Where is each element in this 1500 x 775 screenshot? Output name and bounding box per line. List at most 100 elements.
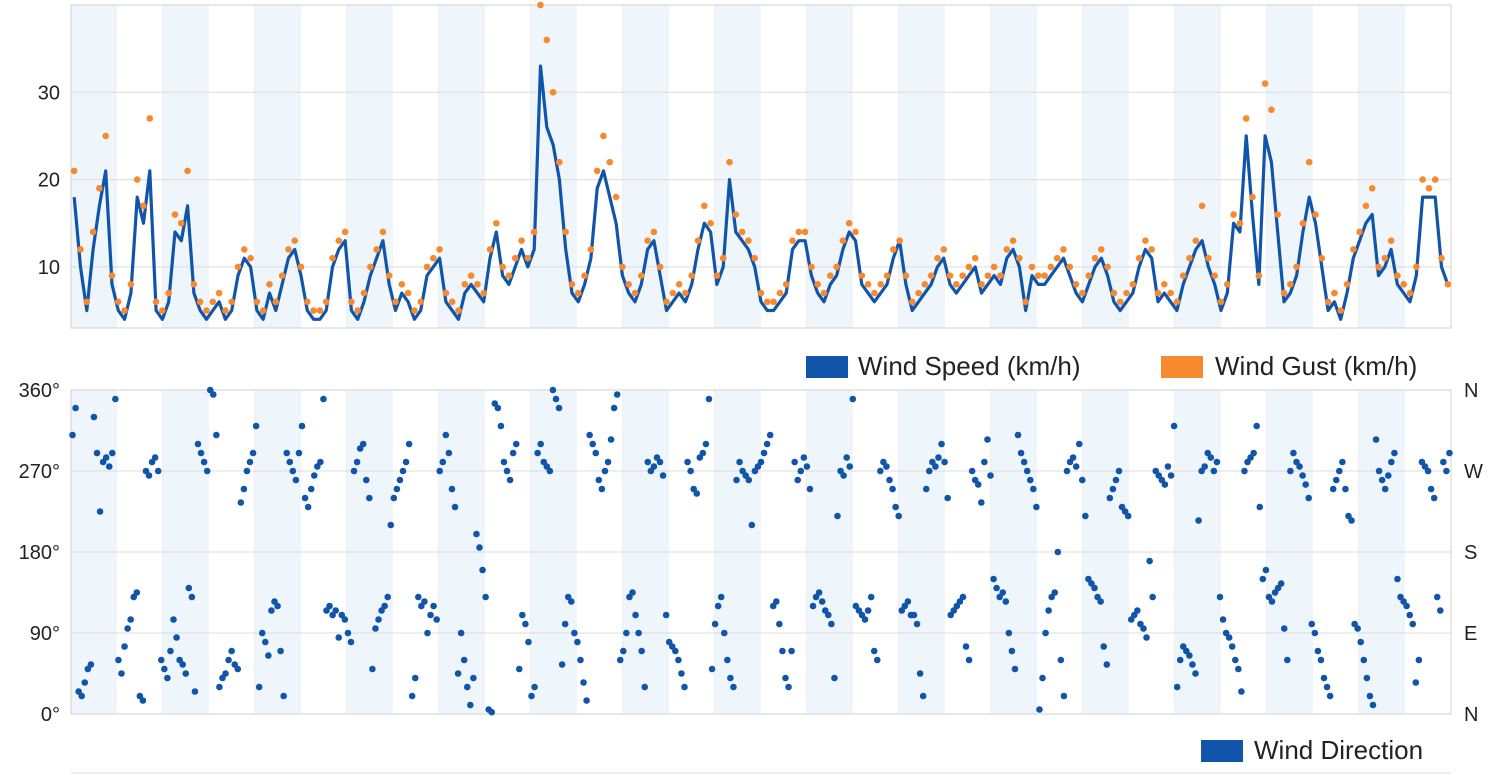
wind-gust-point bbox=[801, 228, 809, 236]
direction-compass-label: N bbox=[1464, 704, 1478, 726]
wind-direction-point bbox=[1173, 683, 1181, 691]
wind-gust-point bbox=[1060, 246, 1067, 253]
direction-compass-label: W bbox=[1464, 461, 1483, 483]
wind-direction-point bbox=[1369, 701, 1377, 709]
wind-direction-point bbox=[791, 458, 798, 466]
wind-direction-point bbox=[1409, 620, 1417, 628]
wind-gust-point bbox=[770, 298, 777, 306]
wind-gust-point bbox=[367, 263, 374, 271]
wind-direction-point bbox=[1149, 593, 1156, 601]
wind-direction-point bbox=[638, 647, 645, 655]
wind-gust-point bbox=[518, 237, 525, 245]
wind-gust-point bbox=[946, 272, 954, 279]
wind-gust-point bbox=[1129, 281, 1137, 288]
wind-gust-point bbox=[606, 158, 614, 166]
wind-gust-point bbox=[304, 298, 311, 306]
wind-direction-point bbox=[335, 634, 343, 641]
wind-direction-point bbox=[809, 602, 817, 610]
wind-direction-point bbox=[1189, 661, 1196, 668]
wind-direction-point bbox=[1045, 607, 1052, 614]
wind-direction-point bbox=[1069, 454, 1077, 461]
wind-direction-point bbox=[399, 467, 407, 475]
wind-direction-point bbox=[635, 629, 642, 637]
wind-direction-point bbox=[601, 467, 609, 475]
wind-gust-point bbox=[373, 246, 380, 253]
wind-gust-point bbox=[348, 298, 355, 306]
wind-direction-point bbox=[246, 458, 254, 466]
wind-direction-point bbox=[353, 458, 361, 466]
wind-gust-point bbox=[1160, 281, 1168, 288]
wind-direction-point bbox=[763, 440, 771, 448]
wind-gust-point bbox=[940, 246, 948, 253]
wind-direction-point bbox=[736, 458, 743, 466]
wind-direction-point bbox=[277, 647, 284, 655]
wind-direction-point bbox=[262, 638, 269, 646]
wind-direction-point bbox=[1106, 494, 1114, 502]
wind-gust-point bbox=[171, 211, 179, 218]
wind-direction-point bbox=[1415, 656, 1423, 664]
wind-gust-point bbox=[417, 298, 425, 306]
wind-direction-point bbox=[479, 566, 486, 574]
wind-gust-point bbox=[480, 289, 488, 297]
wind-direction-point bbox=[411, 674, 419, 682]
wind-direction-point bbox=[515, 665, 523, 673]
wind-gust-point bbox=[133, 176, 141, 183]
wind-gust-point bbox=[953, 281, 960, 288]
wind-gust-point bbox=[1431, 176, 1439, 183]
wind-direction-point bbox=[788, 647, 795, 655]
wind-direction-point bbox=[1036, 706, 1043, 713]
wind-direction-point bbox=[693, 490, 701, 497]
wind-gust-point bbox=[682, 289, 689, 297]
wind-direction-point bbox=[974, 481, 982, 488]
wind-direction-point bbox=[846, 463, 854, 470]
wind-direction-point bbox=[1238, 688, 1245, 695]
wind-direction-point bbox=[702, 440, 710, 448]
wind-direction-point bbox=[519, 611, 526, 619]
wind-direction-point bbox=[188, 593, 196, 601]
wind-direction-point bbox=[772, 598, 780, 605]
wind-direction-chart: 0° N 90° E 180° S 270° W 360° N Wind Direction bbox=[19, 380, 1483, 774]
wind-gust-point bbox=[1337, 307, 1345, 314]
wind-direction-point bbox=[595, 476, 603, 484]
wind-direction-point bbox=[528, 692, 535, 700]
wind-gust-point bbox=[1198, 202, 1206, 210]
wind-gust-point bbox=[827, 272, 834, 279]
wind-gust-point bbox=[927, 272, 935, 279]
wind-direction-point bbox=[320, 395, 327, 403]
wind-gust-point bbox=[165, 289, 172, 297]
wind-direction-point bbox=[525, 638, 532, 646]
wind-direction-point bbox=[1146, 557, 1153, 565]
wind-gust-point bbox=[1053, 254, 1061, 262]
wind-direction-point bbox=[766, 431, 774, 439]
wind-gust-point bbox=[461, 281, 469, 288]
wind-gust-point bbox=[902, 272, 910, 279]
wind-direction-point bbox=[1311, 629, 1319, 637]
wind-direction-point bbox=[494, 404, 502, 412]
wind-gust-point bbox=[776, 289, 784, 297]
wind-direction-point bbox=[1186, 652, 1193, 659]
wind-gust-point bbox=[448, 298, 456, 306]
wind-gust-point bbox=[360, 289, 368, 297]
wind-direction-point bbox=[78, 692, 86, 700]
wind-gust-point bbox=[1072, 281, 1080, 288]
wind-direction-point bbox=[650, 463, 658, 470]
wind-gust-point bbox=[1022, 298, 1029, 306]
speed-ytick-label: 10 bbox=[38, 257, 60, 279]
wind-direction-point bbox=[350, 467, 358, 475]
wind-gust-point bbox=[1438, 254, 1445, 262]
wind-direction-point bbox=[179, 661, 186, 668]
wind-direction-point bbox=[1323, 683, 1331, 691]
wind-gust-point bbox=[896, 237, 903, 245]
wind-direction-point bbox=[1406, 611, 1413, 619]
wind-direction-point bbox=[118, 670, 125, 677]
wind-gust-point bbox=[499, 263, 506, 271]
wind-direction-point bbox=[910, 611, 918, 619]
wind-direction-point bbox=[463, 683, 471, 691]
wind-direction-point bbox=[598, 485, 606, 493]
wind-direction-point bbox=[757, 458, 765, 466]
wind-direction-point bbox=[580, 679, 587, 686]
wind-direction-point bbox=[445, 449, 453, 457]
wind-direction-point bbox=[849, 395, 857, 403]
wind-gust-point bbox=[1041, 272, 1048, 279]
wind-gust-point bbox=[190, 281, 198, 288]
